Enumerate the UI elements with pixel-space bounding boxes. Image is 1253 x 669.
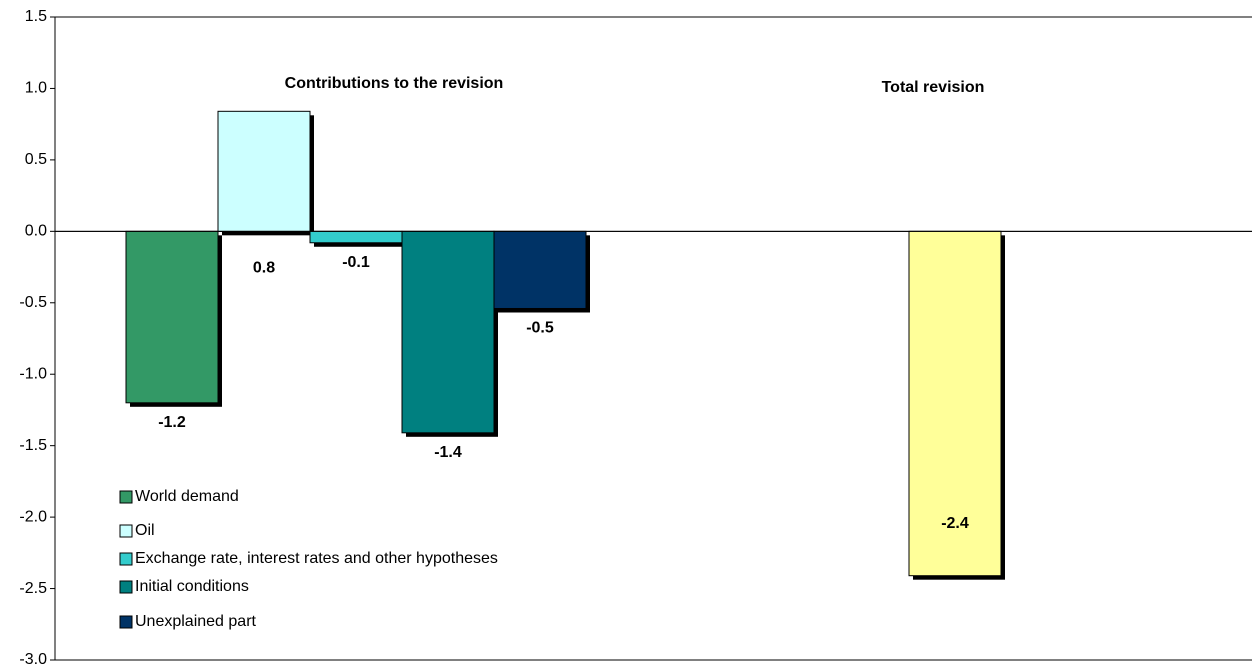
data-label: 0.8 [253, 260, 275, 277]
bar [309, 230, 403, 244]
bar [908, 230, 1002, 577]
bar [493, 230, 587, 309]
y-tick-label: -1.0 [19, 365, 47, 382]
y-tick-label: -0.5 [19, 294, 47, 311]
y-tick-label: 0.0 [25, 223, 47, 240]
group-title: Total revision [882, 79, 985, 96]
legend-swatch [119, 615, 133, 629]
bar [217, 110, 311, 232]
data-label: -0.1 [342, 254, 370, 271]
y-tick-label: 1.5 [25, 8, 47, 25]
legend-label: World demand [135, 488, 239, 505]
legend-label: Unexplained part [135, 613, 257, 630]
data-label: -1.4 [434, 444, 462, 461]
y-tick-label: -2.0 [19, 508, 47, 525]
bar [401, 230, 495, 434]
y-tick-label: 1.0 [25, 80, 47, 97]
legend-swatch [119, 552, 133, 566]
y-tick-label: -2.5 [19, 580, 47, 597]
data-label: -1.2 [158, 414, 186, 431]
group-title: Contributions to the revision [285, 75, 504, 92]
data-label: -0.5 [526, 320, 554, 337]
data-label: -2.4 [941, 515, 969, 532]
bar [125, 230, 219, 404]
legend-label: Exchange rate, interest rates and other … [135, 550, 498, 567]
legend-swatch [119, 524, 133, 538]
y-tick-label: 0.5 [25, 151, 47, 168]
legend-label: Oil [135, 522, 155, 539]
y-tick-label: -3.0 [19, 651, 47, 668]
y-tick-label: -1.5 [19, 437, 47, 454]
legend-swatch [119, 580, 133, 594]
legend-label: Initial conditions [135, 578, 249, 595]
legend-swatch [119, 490, 133, 504]
